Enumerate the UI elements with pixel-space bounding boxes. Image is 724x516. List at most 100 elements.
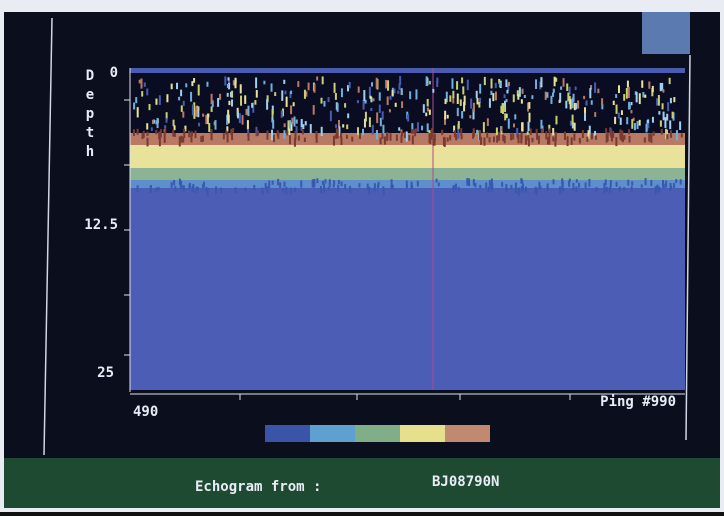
echo-speckle xyxy=(210,93,213,105)
echo-speckle xyxy=(345,134,348,139)
echo-speckle xyxy=(178,96,181,101)
echo-speckle xyxy=(455,133,458,141)
echo-speckle xyxy=(234,187,237,194)
echo-speckle xyxy=(255,89,258,98)
echo-speckle xyxy=(550,95,553,104)
echo-speckle xyxy=(425,76,428,87)
echo-speckle xyxy=(193,102,196,112)
echo-speckle xyxy=(180,89,183,97)
echo-speckle xyxy=(426,123,429,133)
echo-speckle xyxy=(232,128,235,133)
echo-speckle xyxy=(571,97,574,109)
echo-speckle xyxy=(555,115,558,125)
echo-speckle xyxy=(180,184,183,189)
echo-speckle xyxy=(573,122,576,131)
echo-speckle xyxy=(324,179,327,184)
echo-speckle xyxy=(462,86,465,95)
echo-speckle xyxy=(453,125,456,132)
echo-speckle xyxy=(383,136,386,145)
echo-speckle xyxy=(675,179,678,183)
color-scale xyxy=(265,425,490,442)
echo-speckle xyxy=(636,121,639,130)
echo-speckle xyxy=(195,106,198,117)
echo-speckle xyxy=(527,137,530,147)
echo-speckle xyxy=(288,126,291,135)
echo-speckle xyxy=(561,185,564,193)
echo-speckle xyxy=(364,111,367,122)
echo-speckle xyxy=(514,182,517,190)
echo-speckle xyxy=(391,89,394,96)
echo-speckle xyxy=(638,119,641,126)
echo-speckle xyxy=(621,130,624,139)
echo-speckle xyxy=(460,134,463,140)
echo-speckle xyxy=(517,187,520,196)
echo-speckle xyxy=(407,114,410,122)
echo-speckle xyxy=(416,180,419,187)
echo-speckle xyxy=(271,180,274,185)
echo-speckle xyxy=(456,81,459,90)
echo-speckle xyxy=(261,187,264,195)
echo-speckle xyxy=(173,125,176,131)
echo-speckle xyxy=(377,181,380,186)
echo-speckle xyxy=(488,98,491,108)
echo-speckle xyxy=(234,82,237,88)
echo-speckle xyxy=(561,181,564,187)
echo-speckle xyxy=(594,112,597,117)
echo-speckle xyxy=(483,137,486,146)
echo-speckle xyxy=(421,125,424,131)
echo-speckle xyxy=(540,128,543,134)
echo-speckle xyxy=(486,132,489,138)
echo-speckle xyxy=(271,117,274,123)
ticks xyxy=(124,99,571,400)
echo-speckle xyxy=(492,136,495,143)
echo-speckle xyxy=(451,78,454,89)
echo-speckle xyxy=(452,96,455,104)
echo-speckle xyxy=(184,125,187,132)
echo-speckle xyxy=(568,86,571,95)
echo-speckle xyxy=(436,80,439,87)
echo-speckle xyxy=(507,83,510,91)
echo-speckle xyxy=(323,183,326,192)
echo-speckle xyxy=(661,82,664,91)
echo-speckle xyxy=(627,86,630,98)
echo-speckle xyxy=(338,126,341,136)
echo-speckle xyxy=(323,100,326,107)
echo-speckle xyxy=(272,134,275,143)
echo-speckle xyxy=(415,89,418,100)
echo-speckle xyxy=(146,123,149,130)
echo-speckle xyxy=(644,178,647,186)
echo-speckle xyxy=(405,131,408,142)
echo-speckle xyxy=(381,133,384,139)
echo-speckle xyxy=(490,178,493,186)
echo-speckle xyxy=(551,92,554,97)
echo-speckle xyxy=(673,97,676,103)
echo-speckle xyxy=(180,105,183,112)
echo-speckle xyxy=(466,178,469,186)
echo-speckle xyxy=(369,95,372,100)
echo-speckle xyxy=(333,82,336,93)
echo-speckle xyxy=(293,187,296,192)
echo-speckle xyxy=(665,128,668,140)
echo-speckle xyxy=(562,78,565,87)
echo-speckle xyxy=(217,97,220,107)
echo-speckle xyxy=(456,93,459,104)
echo-speckle xyxy=(210,131,213,141)
echo-speckle xyxy=(680,133,683,138)
echo-speckle xyxy=(608,187,611,194)
echo-speckle xyxy=(500,126,503,132)
echo-speckle xyxy=(386,96,389,106)
echo-speckle xyxy=(527,102,530,112)
echo-speckle xyxy=(584,182,587,188)
echo-speckle xyxy=(446,137,449,142)
echo-speckle xyxy=(403,131,406,139)
echo-speckle xyxy=(538,181,541,190)
echo-speckle xyxy=(605,186,608,192)
echo-speckle xyxy=(327,97,330,103)
echo-speckle xyxy=(224,76,227,86)
echo-speckle xyxy=(320,97,323,104)
echo-speckle xyxy=(205,115,208,125)
echo-speckle xyxy=(516,127,519,138)
echo-speckle xyxy=(503,94,506,99)
echo-speckle xyxy=(661,103,664,110)
echo-speckle xyxy=(575,179,578,183)
